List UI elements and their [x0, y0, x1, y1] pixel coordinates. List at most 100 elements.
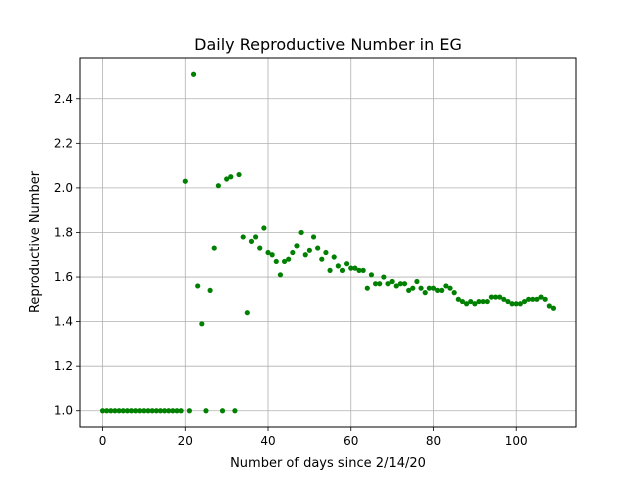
data-point — [364, 285, 370, 291]
data-point — [319, 256, 325, 262]
data-point — [302, 252, 308, 258]
data-point — [422, 290, 428, 296]
data-point — [488, 294, 495, 300]
data-point — [265, 249, 271, 256]
data-point — [182, 178, 188, 184]
data-point — [459, 298, 466, 305]
data-point — [521, 298, 528, 305]
data-point — [476, 298, 482, 305]
data-point — [356, 267, 362, 273]
data-point — [253, 234, 259, 240]
data-point — [372, 281, 379, 287]
data-point — [480, 298, 486, 305]
data-point — [124, 408, 130, 414]
data-point — [393, 283, 399, 289]
data-point — [418, 285, 424, 291]
x-tick-label: 40 — [260, 434, 275, 448]
data-point — [526, 296, 532, 302]
data-point — [463, 301, 470, 307]
data-point — [306, 247, 312, 253]
x-axis-label: Number of days since 2/14/20 — [230, 456, 426, 471]
data-point — [116, 408, 122, 414]
data-point — [331, 254, 337, 260]
data-point — [348, 265, 354, 271]
grid-lines — [80, 58, 576, 427]
data-point — [352, 265, 358, 271]
data-point — [190, 71, 197, 77]
data-point — [501, 296, 507, 302]
data-point — [443, 283, 449, 289]
data-point — [149, 408, 155, 414]
chart-title: Daily Reproductive Number in EG — [194, 35, 462, 54]
data-point — [277, 272, 284, 278]
data-point — [430, 285, 437, 291]
data-point — [327, 267, 333, 273]
data-point — [120, 408, 126, 414]
y-tick-label: 1.0 — [54, 404, 73, 418]
x-tick-label: 100 — [505, 434, 528, 448]
data-point — [439, 287, 445, 294]
data-point — [385, 281, 391, 287]
data-point — [360, 267, 366, 273]
data-point — [99, 408, 106, 414]
data-point — [203, 408, 209, 414]
data-point — [455, 296, 461, 302]
data-point — [211, 245, 217, 251]
y-tick-label: 1.6 — [54, 270, 73, 284]
y-tick-label: 2.0 — [54, 181, 73, 195]
data-point — [161, 408, 168, 414]
data-point — [232, 408, 238, 414]
data-point — [397, 281, 403, 287]
data-point — [157, 408, 164, 414]
data-point — [401, 281, 408, 287]
data-point — [178, 408, 184, 414]
data-point — [286, 256, 292, 262]
data-point — [344, 261, 350, 267]
y-tick-label: 1.4 — [54, 315, 73, 329]
x-tick-label: 60 — [343, 434, 358, 448]
data-point — [517, 301, 523, 307]
data-point — [137, 408, 143, 414]
data-point — [248, 238, 255, 244]
data-point — [104, 408, 110, 414]
data-point — [534, 296, 540, 302]
data-point — [153, 408, 159, 414]
data-point — [199, 321, 205, 327]
data-point — [509, 301, 515, 307]
data-point — [128, 408, 135, 414]
data-point — [166, 408, 172, 414]
data-point — [257, 245, 263, 251]
data-point — [219, 408, 226, 414]
data-point — [389, 278, 395, 285]
data-point — [497, 294, 503, 300]
data-point — [468, 298, 474, 305]
data-point — [368, 272, 375, 278]
data-point — [240, 234, 246, 240]
data-point — [174, 408, 180, 414]
data-point — [207, 287, 213, 294]
data-point — [298, 229, 304, 236]
data-point — [410, 285, 416, 291]
data-point — [310, 234, 317, 240]
data-point — [244, 310, 250, 316]
data-point — [294, 243, 300, 249]
y-axis-label: Reproductive Number — [28, 170, 43, 313]
data-point — [228, 174, 234, 180]
data-point — [133, 408, 139, 414]
y-tick-label: 2.4 — [54, 92, 73, 106]
x-tick-label: 80 — [426, 434, 441, 448]
data-point — [186, 408, 193, 414]
data-point — [236, 171, 242, 178]
x-tick-label: 0 — [99, 434, 107, 448]
data-point — [546, 303, 552, 309]
data-point — [377, 281, 383, 287]
data-point — [505, 298, 511, 305]
data-point — [447, 285, 453, 291]
data-point — [335, 263, 341, 269]
data-point — [315, 245, 321, 251]
data-point — [542, 296, 548, 302]
data-point — [406, 287, 412, 294]
data-point — [381, 274, 387, 280]
